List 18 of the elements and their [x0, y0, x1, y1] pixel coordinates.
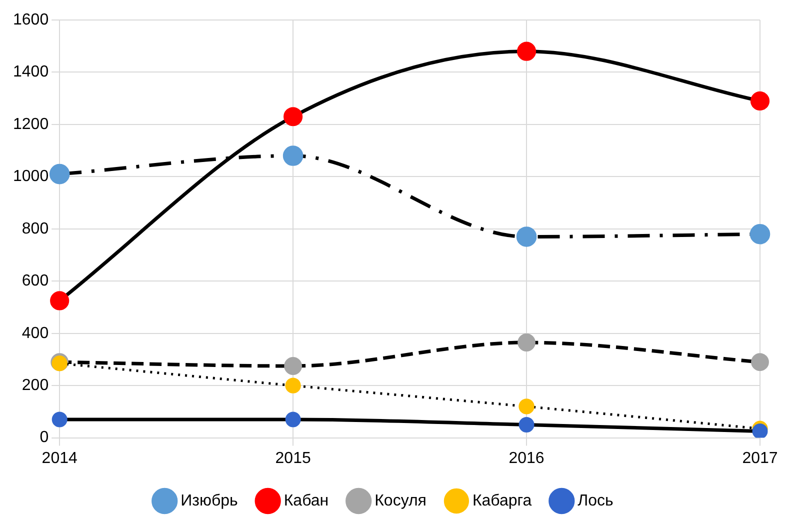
legend-label: Лось: [578, 492, 614, 510]
y-tick-label: 1400: [13, 64, 49, 81]
legend-label: Кабан: [284, 492, 329, 510]
legend-label: Косуля: [374, 492, 426, 510]
y-tick-label: 600: [22, 272, 49, 290]
y-tick-label: 400: [22, 324, 49, 342]
x-tick-label: 2015: [275, 450, 311, 467]
x-tick-label: 2014: [42, 450, 78, 467]
y-tick-label: 200: [22, 376, 49, 394]
x-tick-label: 2016: [508, 450, 544, 467]
y-tick-label: 1200: [13, 116, 49, 133]
legend-label: Кабарга: [472, 492, 532, 510]
legend-label: Изюбрь: [180, 492, 238, 510]
y-tick-label: 1600: [13, 11, 49, 28]
y-tick-label: 1000: [13, 168, 49, 186]
y-tick-label: 800: [22, 220, 49, 238]
y-tick-label: 0: [40, 429, 49, 446]
x-tick-label: 2017: [742, 450, 778, 467]
